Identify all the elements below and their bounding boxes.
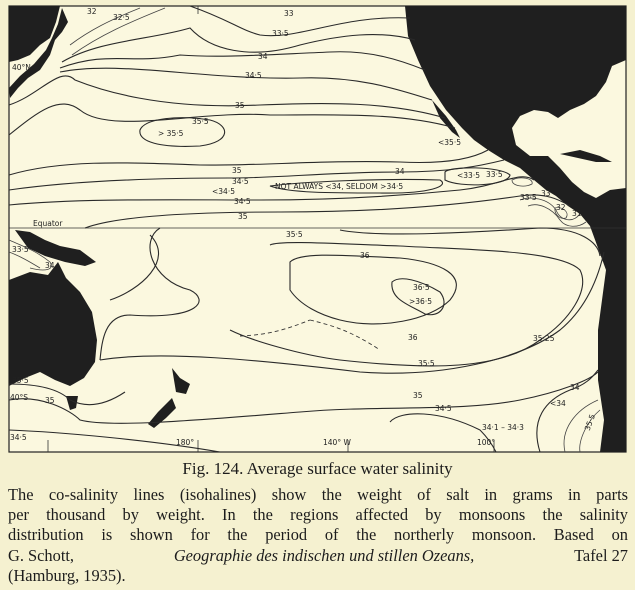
caption-book-title: Geographie des indischen und stillen Oze… (173, 545, 475, 565)
isohaline-label: 33·5 (520, 193, 537, 202)
isohaline-label: 36 (408, 333, 418, 342)
isohaline-label: 34 (395, 167, 405, 176)
land-masses (9, 6, 626, 452)
isohaline-label: 33·5 (486, 170, 503, 179)
north-america-land (405, 6, 626, 452)
isohaline-label: 32·5 (113, 13, 130, 22)
isohaline-label: 35 (235, 101, 245, 110)
isohaline-label: 31 (572, 209, 582, 218)
label-100: 100° (477, 438, 495, 447)
label-40n: 40°N (12, 63, 31, 72)
isohaline-label: 33 (541, 189, 551, 198)
new-zealand-north-land (172, 368, 190, 394)
isohaline-label: 34·1 – 34·3 (482, 423, 524, 432)
isohaline-label: 33 (284, 9, 294, 18)
isohaline-label: 34 (45, 261, 55, 270)
isohaline-label: 35·25 (533, 334, 555, 343)
label-40s: 40°S (10, 393, 28, 402)
isohaline-label: 35·5 (192, 117, 209, 126)
isohaline-label: 35·5 (286, 230, 303, 239)
isohaline-labels: 32 32·5 33 33·5 34 34·5 35 35·5 > 35·5 3… (10, 7, 597, 442)
label-equator: Equator (33, 219, 63, 228)
japan-land (9, 8, 68, 98)
caption-line: distribution is shown for the period of … (8, 525, 628, 545)
isohaline-label: 32 (556, 203, 566, 212)
caption-line: per thousand by weight. In the regions a… (8, 505, 628, 525)
isohaline-label: 34 (258, 52, 268, 61)
isohaline-label: <34·5 (212, 187, 235, 196)
graticule (9, 6, 626, 452)
caption-line: (Hamburg, 1935). (8, 565, 126, 585)
new-zealand-south-land (148, 398, 176, 428)
isohaline-label: 34 (570, 383, 580, 392)
isohaline-label: <34 (550, 399, 566, 408)
salinity-map: 40°N Equator 40°S 180° 140° W 100° 32 32… (8, 5, 627, 453)
figure-title: Fig. 124. Average surface water salinity (182, 459, 453, 478)
isohaline-label: 36·5 (413, 283, 430, 292)
not-always-label: NOT ALWAYS <34, SELDOM >34·5 (275, 182, 403, 191)
cuba-land (560, 150, 612, 162)
isohaline-label: > 35·5 (158, 129, 184, 138)
isohaline-label: 35 (238, 212, 248, 221)
new-guinea-land (15, 230, 96, 266)
isohaline-label: >36·5 (409, 297, 432, 306)
isohaline-label: 34·5 (234, 197, 251, 206)
label-140w: 140° W (323, 438, 351, 447)
caption-line: The co-salinity lines (isohalines) show … (8, 485, 628, 504)
caption-plate: Tafel 27 (574, 545, 628, 565)
isohaline-label: <33·5 (457, 171, 480, 180)
isohaline-label: 35 (232, 166, 242, 175)
isohaline-label: 34·5 (435, 404, 452, 413)
isohaline-label: 34·5 (245, 71, 262, 80)
isohaline-label: 34·5 (232, 177, 249, 186)
isohaline-label: <35·5 (438, 138, 461, 147)
label-180: 180° (176, 438, 194, 447)
figure-caption: The co-salinity lines (isohalines) show … (8, 485, 628, 586)
australia-land (9, 262, 97, 386)
baja-california-land (432, 100, 460, 138)
asia-land (9, 6, 60, 62)
isohaline-label: 33·5 (12, 245, 29, 254)
isohaline-label: 35·5 (12, 376, 29, 385)
isohalines (8, 5, 605, 453)
caption-line: G. Schott, Geographie des indischen und … (8, 546, 628, 566)
caption-author: G. Schott, (8, 545, 75, 565)
isohaline-label: 35 (45, 396, 55, 405)
isohaline-label: 35·5 (418, 359, 435, 368)
isohaline-label: 34·5 (10, 433, 27, 442)
isohaline-label: 33·5 (272, 29, 289, 38)
isohaline-label: 36 (360, 251, 370, 260)
isohaline-label: 35 (413, 391, 423, 400)
isohaline-label: 32 (87, 7, 97, 16)
